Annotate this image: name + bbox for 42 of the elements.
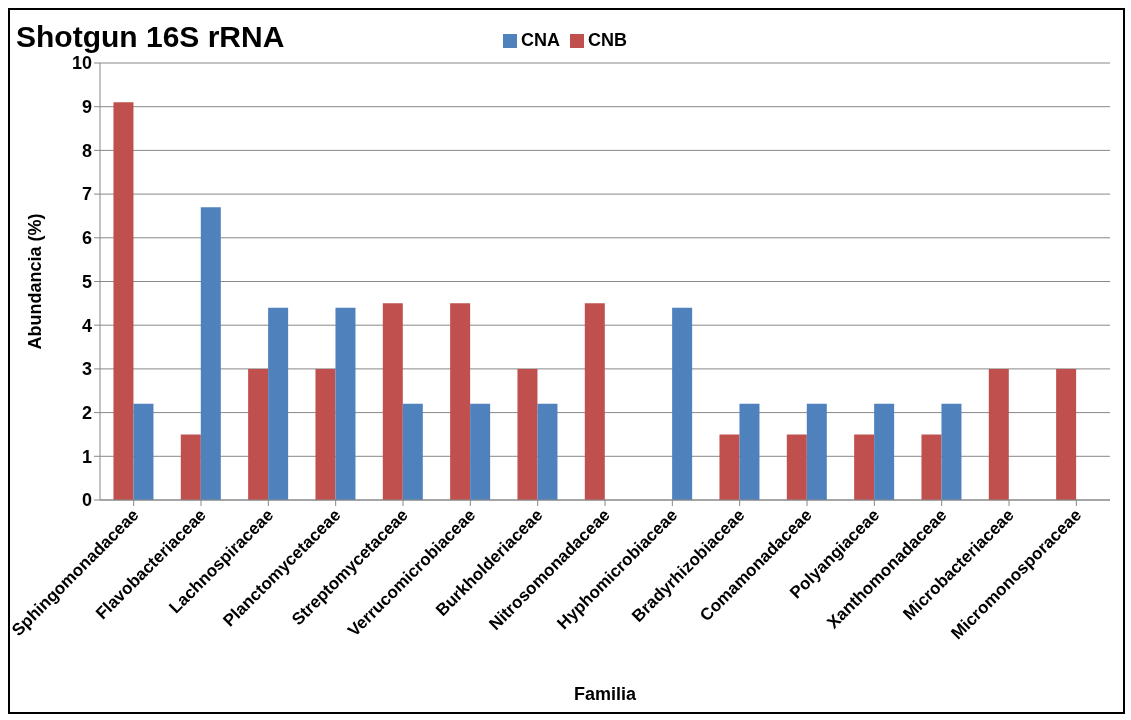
bar	[1056, 368, 1077, 500]
bar	[874, 403, 895, 500]
bar	[248, 368, 269, 500]
bar	[806, 403, 827, 500]
bar	[786, 434, 807, 500]
y-tick-label: 9	[81, 97, 92, 118]
y-tick-label: 1	[81, 446, 92, 467]
y-tick-label: 8	[81, 140, 92, 161]
bar	[584, 303, 605, 500]
bar	[315, 368, 336, 500]
bar	[382, 303, 403, 500]
chart-title: Shotgun 16S rRNA	[16, 20, 285, 54]
bar	[517, 368, 538, 500]
legend-label: CNA	[521, 30, 560, 50]
bar	[988, 368, 1009, 500]
bar	[941, 403, 962, 500]
legend-label: CNB	[588, 30, 627, 50]
bar	[133, 403, 154, 500]
x-axis-title: Familia	[573, 684, 637, 704]
bar	[921, 434, 942, 500]
y-tick-label: 0	[81, 490, 92, 511]
bar	[180, 434, 201, 500]
bar	[402, 403, 423, 500]
y-tick-label: 4	[81, 315, 92, 336]
bar	[672, 307, 693, 500]
y-tick-label: 6	[81, 228, 92, 249]
bar	[450, 303, 471, 500]
y-axis-title: Abundancia (%)	[25, 213, 46, 350]
bar	[537, 403, 558, 500]
y-tick-label: 10	[71, 53, 92, 74]
y-tick-label: 7	[81, 184, 92, 205]
bar	[854, 434, 875, 500]
bar	[335, 307, 356, 500]
y-tick-label: 5	[81, 271, 92, 292]
bar	[268, 307, 289, 500]
bar	[739, 403, 760, 500]
y-tick-label: 3	[81, 359, 92, 380]
bar	[200, 207, 221, 500]
y-tick-label: 2	[81, 402, 92, 423]
bar	[719, 434, 740, 500]
bar	[113, 102, 134, 500]
bar	[470, 403, 491, 500]
